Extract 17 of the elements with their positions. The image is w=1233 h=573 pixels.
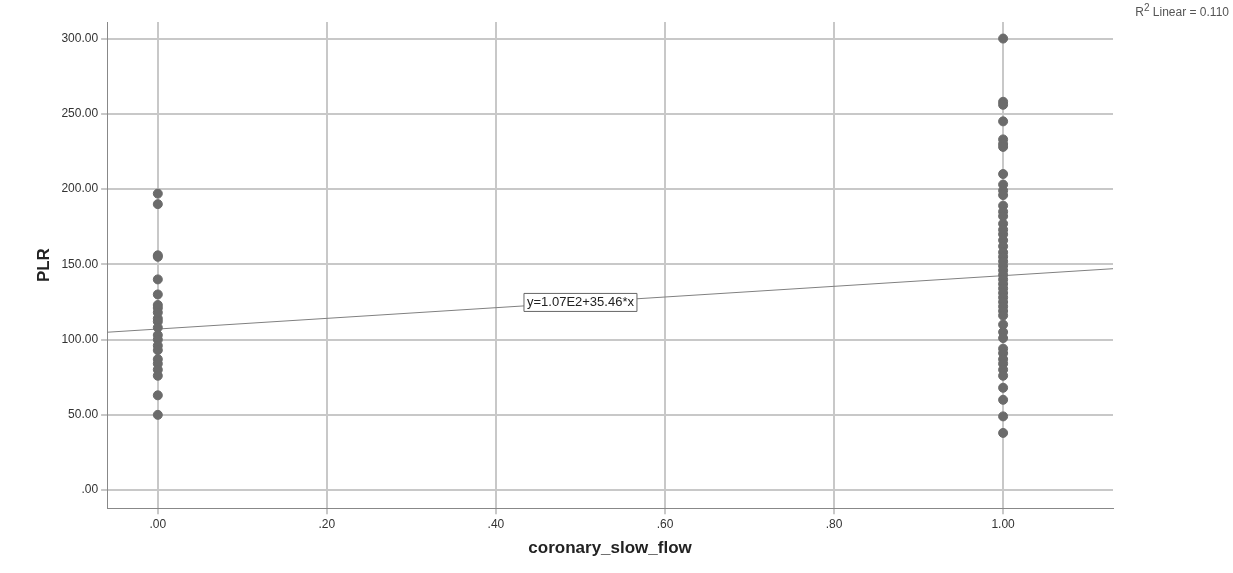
y-tick-label: 100.00 <box>61 331 99 346</box>
x-axis-title: coronary_slow_flow <box>528 538 693 558</box>
y-tick-label: 250.00 <box>61 106 99 121</box>
x-tick-label: .00 <box>149 516 167 531</box>
x-tick-label: 1.00 <box>991 516 1016 531</box>
y-axis-title: PLR <box>33 248 53 283</box>
x-tick-label: .80 <box>825 516 843 531</box>
text: R$^{2}$ Linear = 0.110 <box>1135 2 1229 19</box>
y-tick-label: 150.00 <box>61 256 99 271</box>
y-tick-label: .00 <box>81 482 99 497</box>
y-tick-label: 200.00 <box>61 181 99 196</box>
y-tick-label: 50.00 <box>68 407 99 422</box>
x-tick-label: .60 <box>656 516 674 531</box>
x-tick-label: .40 <box>487 516 505 531</box>
annotation: y=1.07E2+35.46*x <box>526 294 635 310</box>
y-tick-label: 300.00 <box>61 30 99 45</box>
x-tick-label: .20 <box>318 516 336 531</box>
